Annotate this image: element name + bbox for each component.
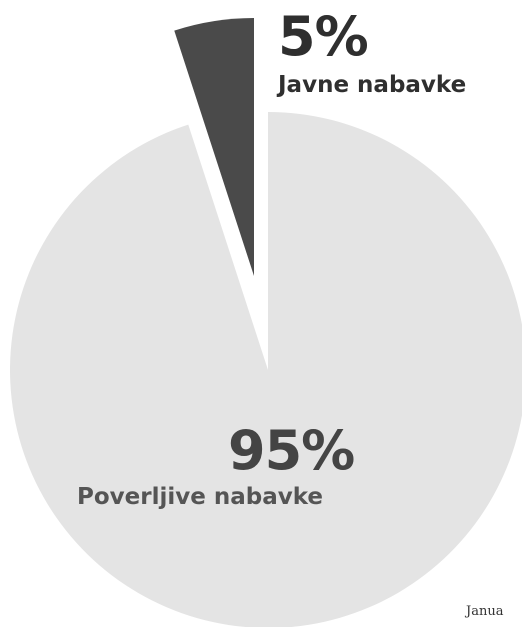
data-label-poverljive-nabavke-name: Poverljive nabavke (77, 484, 323, 510)
pie-slice-poverljive-nabavke (10, 112, 522, 627)
data-label-javne-nabavke-percent: 5% (278, 5, 369, 68)
data-label-poverljive-nabavke-percent: 95% (228, 419, 355, 482)
pie-slice-javne-nabavke (174, 18, 254, 276)
source-note: Janua (466, 604, 504, 619)
data-label-javne-nabavke-name: Javne nabavke (278, 72, 467, 98)
